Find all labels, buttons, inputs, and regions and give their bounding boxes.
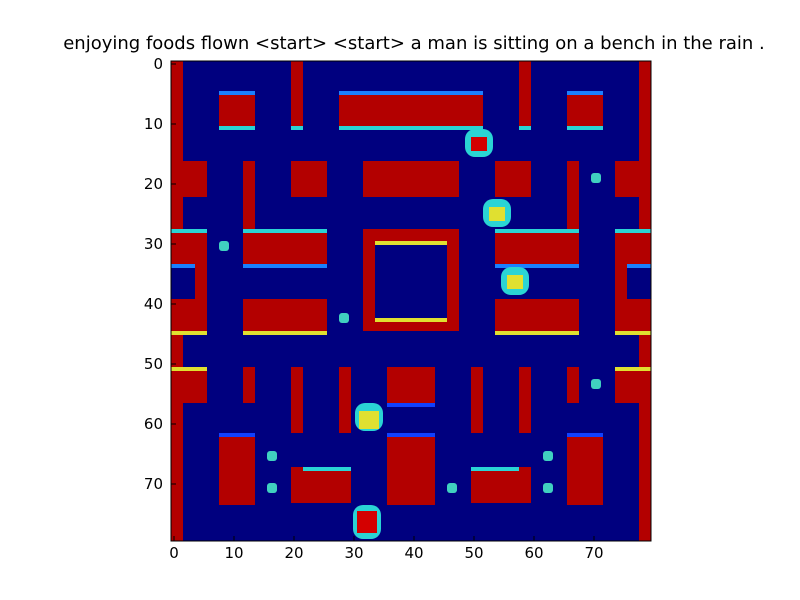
wall-block [291, 61, 303, 127]
pellet [543, 483, 553, 493]
wall-block [291, 161, 327, 197]
ghost-sprite-core [507, 275, 523, 289]
x-tick-label: 30 [344, 544, 363, 562]
wall-block [363, 161, 459, 197]
wall-block [243, 299, 327, 335]
pellet [447, 483, 457, 493]
x-tick-label: 70 [584, 544, 603, 562]
wall-block [567, 367, 579, 403]
wall-block [615, 299, 651, 335]
y-tick-label: 60 [144, 415, 163, 433]
pellet [267, 451, 277, 461]
game-frame-image [171, 61, 651, 541]
wall-block [519, 367, 531, 433]
wall-block [471, 467, 531, 503]
y-tick-label: 40 [144, 295, 163, 313]
wall-block [243, 367, 255, 403]
wall-block [243, 229, 327, 265]
wall-block [171, 229, 207, 265]
x-tick-label: 50 [464, 544, 483, 562]
pellet [267, 483, 277, 493]
ghost-sprite-core [489, 207, 505, 221]
y-tick-label: 10 [144, 115, 163, 133]
wall-block [615, 161, 651, 197]
y-tick-label: 30 [144, 235, 163, 253]
wall-block [495, 161, 531, 197]
wall-block [339, 91, 483, 127]
x-tick-label: 40 [404, 544, 423, 562]
wall-block [171, 299, 207, 335]
player-sprite-core [357, 511, 377, 533]
wall-block [339, 367, 351, 433]
wall-block [567, 91, 603, 127]
pellet [543, 451, 553, 461]
y-tick-label: 0 [153, 55, 163, 73]
pellet [339, 313, 349, 323]
y-tick-label: 50 [144, 355, 163, 373]
wall-block [471, 367, 483, 433]
wall-block [387, 433, 435, 505]
y-tick-label: 20 [144, 175, 163, 193]
pellet [219, 241, 229, 251]
pellet [591, 379, 601, 389]
wall-block [219, 433, 255, 505]
wall-block [519, 61, 531, 127]
wall-block [291, 367, 303, 433]
x-tick-label: 60 [524, 544, 543, 562]
wall-block [219, 91, 255, 127]
ghost-sprite-core [471, 137, 487, 151]
x-tick-label: 0 [169, 544, 179, 562]
wall-block [495, 229, 579, 265]
tick-marks [171, 63, 595, 541]
x-tick-label: 20 [284, 544, 303, 562]
plot-title: enjoying foods flown <start> <start> a m… [63, 33, 765, 54]
wall-block [171, 161, 207, 197]
ghost-sprite-core [359, 411, 379, 429]
wall-block [615, 229, 651, 265]
wall-block [615, 367, 651, 403]
wall-block [387, 367, 435, 403]
x-tick-label: 10 [224, 544, 243, 562]
pellet [591, 173, 601, 183]
axes-frame [170, 60, 652, 542]
wall-block [495, 299, 579, 335]
wall-block [171, 367, 207, 403]
wall-block [567, 433, 603, 505]
y-tick-label: 70 [144, 475, 163, 493]
wall-block [291, 467, 351, 503]
